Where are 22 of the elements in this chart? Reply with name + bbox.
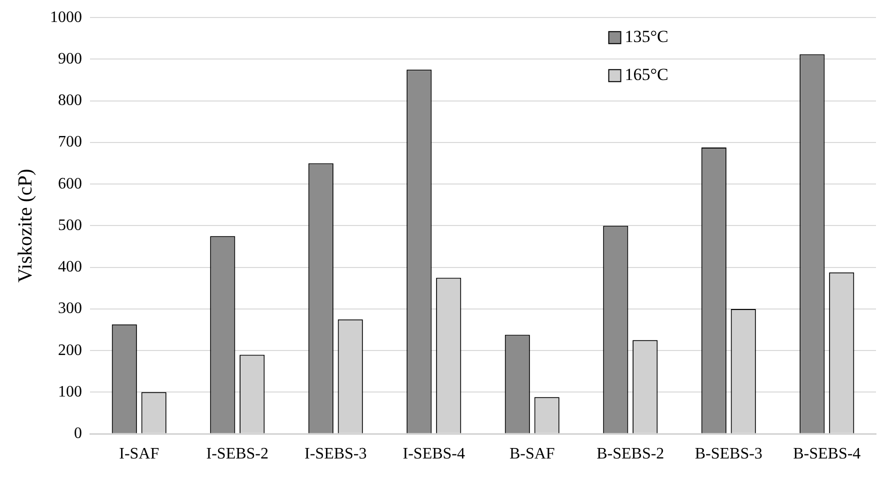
- y-tick-label: 200: [58, 342, 82, 359]
- y-tick-label: 100: [58, 383, 82, 400]
- x-tick-label: B-SEBS-2: [596, 446, 664, 463]
- y-tick-label: 400: [58, 258, 82, 276]
- y-axis-title: Viskozite (cP): [14, 168, 36, 283]
- y-tick-label: 600: [58, 175, 82, 192]
- x-tick-label: I-SEBS-3: [304, 446, 367, 463]
- x-tick-label: I-SAF: [119, 446, 160, 463]
- y-tick-label: 500: [58, 216, 82, 234]
- y-tick-label: 0: [74, 425, 82, 442]
- legend-label: 165°C: [624, 65, 668, 84]
- x-tick-label: B-SEBS-4: [793, 446, 861, 463]
- legend-label: 135°C: [624, 27, 668, 46]
- x-tick-label: I-SEBS-4: [402, 446, 465, 463]
- x-tick-label: B-SAF: [509, 446, 555, 463]
- y-tick-label: 300: [58, 300, 82, 318]
- y-tick-label: 900: [58, 50, 82, 68]
- x-tick-label: I-SEBS-2: [206, 446, 268, 463]
- y-tick-label: 1000: [50, 8, 82, 26]
- y-tick-label: 700: [58, 134, 82, 151]
- x-tick-label: B-SEBS-3: [694, 446, 762, 463]
- y-tick-label: 800: [58, 92, 82, 110]
